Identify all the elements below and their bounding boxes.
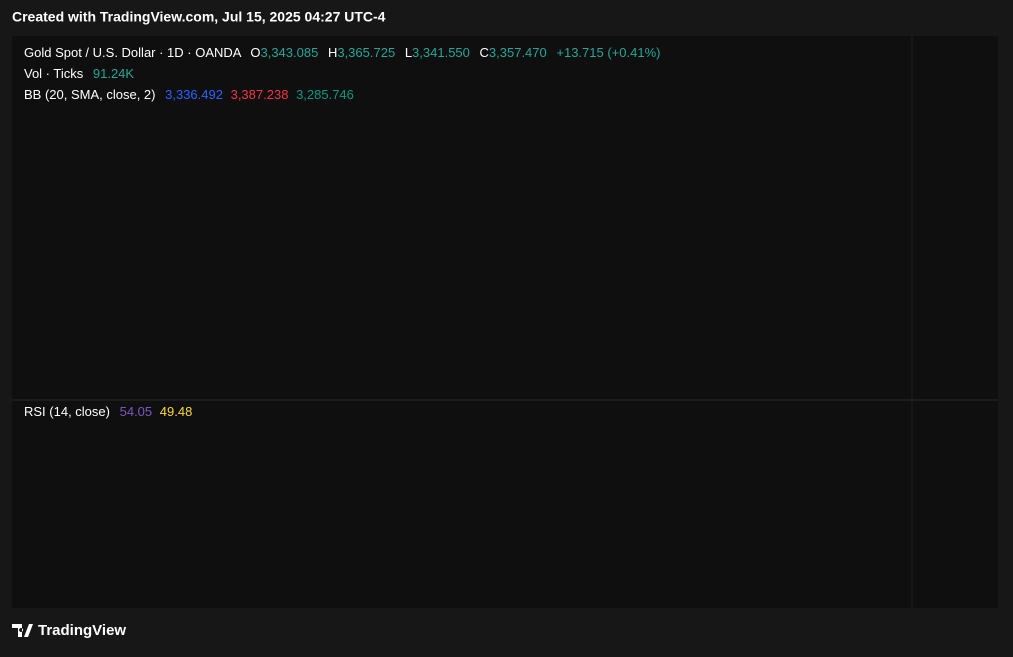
bb-basis-value: 3,336.492 (165, 87, 223, 102)
volume-title: Vol · Ticks (24, 66, 84, 81)
low-label: L (405, 45, 412, 60)
high-label: H (328, 45, 337, 60)
rsi-ma-value: 49.48 (160, 404, 193, 419)
logo-icon (12, 624, 33, 637)
rsi-title: RSI (14, close) (24, 404, 110, 419)
bb-upper-value: 3,387.238 (231, 87, 289, 102)
chart-panel (12, 36, 998, 608)
header: Created with TradingView.com, Jul 15, 20… (12, 9, 386, 25)
close-label: C (480, 45, 489, 60)
bb-legend: BB (20, SMA, close, 2) 3,336.492 3,387.2… (24, 87, 354, 102)
bb-title: BB (20, SMA, close, 2) (24, 87, 156, 102)
change-value: +13.715 (+0.41%) (556, 45, 660, 60)
volume-value: 91.24K (93, 66, 135, 81)
open-value: 3,343.085 (260, 45, 318, 60)
rsi-legend: RSI (14, close) 54.05 49.48 (24, 404, 192, 419)
symbol-title: Gold Spot / U.S. Dollar · 1D · OANDA (24, 45, 242, 60)
bb-lower-value: 3,285.746 (296, 87, 354, 102)
low-value: 3,341.550 (412, 45, 470, 60)
legend-line: Gold Spot / U.S. Dollar · 1D · OANDA O3,… (24, 45, 660, 60)
rsi-value: 54.05 (120, 404, 153, 419)
close-value: 3,357.470 (489, 45, 547, 60)
high-value: 3,365.725 (337, 45, 395, 60)
footer-brand: TradingView (38, 622, 126, 639)
footer-logo: TradingView (12, 622, 126, 639)
open-label: O (250, 45, 260, 60)
volume-legend: Vol · Ticks 91.24K (24, 66, 134, 81)
